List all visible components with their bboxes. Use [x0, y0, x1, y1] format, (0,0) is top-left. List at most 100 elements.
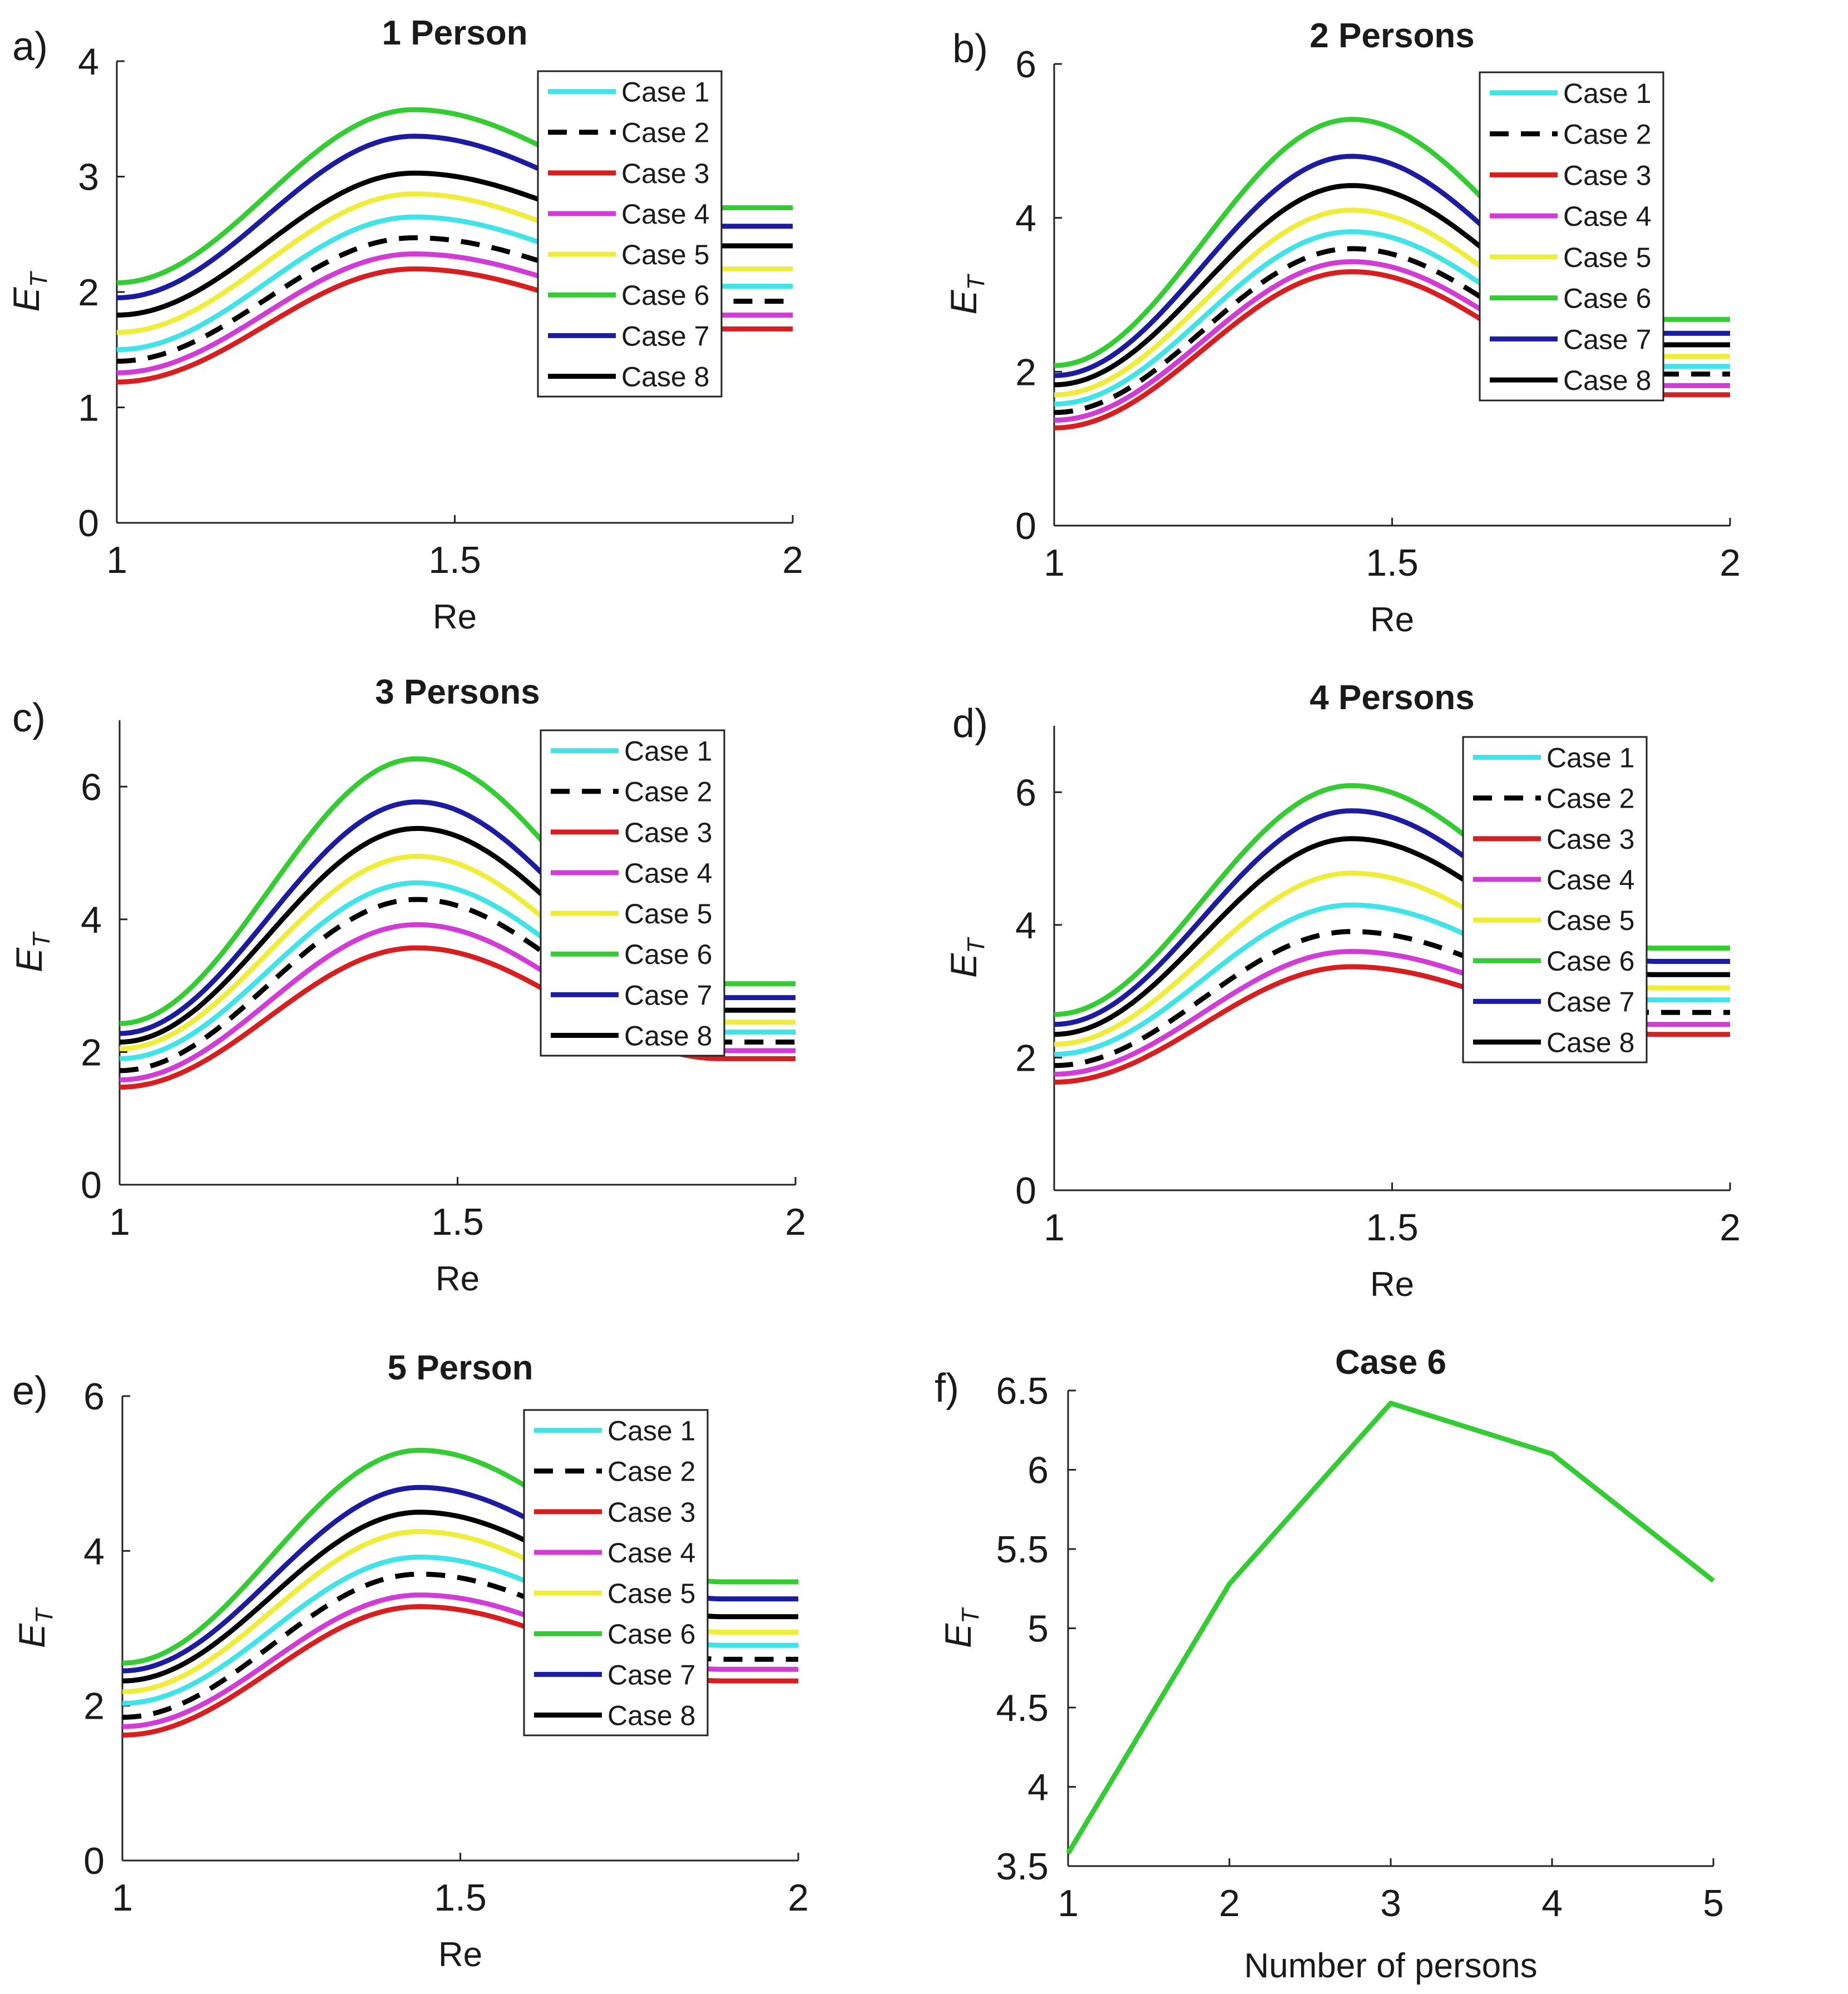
- panel-title: 2 Persons: [1310, 17, 1474, 55]
- legend-label: Case 6: [1546, 946, 1634, 977]
- y-tick-label: 2: [81, 1031, 102, 1073]
- panel-label: a): [12, 24, 48, 69]
- y-tick-label: 2: [83, 1685, 105, 1728]
- legend-label: Case 5: [624, 898, 712, 929]
- y-tick-label: 6: [83, 1375, 105, 1418]
- legend-label: Case 8: [624, 1020, 712, 1051]
- panel-title: 3 Persons: [375, 673, 540, 711]
- y-tick-label: 0: [81, 1164, 102, 1206]
- y-tick-label: 4: [81, 899, 102, 941]
- x-tick-label: 5: [1703, 1882, 1724, 1924]
- y-tick-label: 3: [78, 156, 99, 199]
- legend-label: Case 2: [621, 117, 709, 149]
- legend-box: [1462, 736, 1648, 1063]
- x-tick-label: 1: [112, 1877, 133, 1919]
- legend-label: Case 7: [621, 320, 709, 352]
- x-tick-label: 2: [782, 539, 803, 581]
- legend-label: Case 3: [621, 158, 709, 189]
- legend-label: Case 6: [624, 939, 712, 970]
- x-tick-label: 2: [788, 1877, 809, 1919]
- y-tick-label: 2: [1015, 351, 1036, 393]
- x-tick-label: 4: [1541, 1882, 1563, 1924]
- legend-label: Case 5: [607, 1578, 695, 1609]
- legend-label: Case 8: [621, 361, 709, 392]
- x-tick-label: 1: [1058, 1882, 1079, 1924]
- x-tick-label: 1: [106, 539, 127, 581]
- legend-label: Case 1: [624, 736, 712, 767]
- y-tick-label: 4: [1027, 1767, 1049, 1809]
- legend-label: Case 3: [624, 817, 712, 848]
- panel-label: b): [952, 27, 988, 71]
- panel-title: Case 6: [1335, 1343, 1446, 1382]
- y-axis-label: ET: [943, 273, 990, 314]
- x-axis-label: Re: [1370, 1265, 1414, 1304]
- legend-label: Case 4: [607, 1537, 695, 1569]
- panel-title: 5 Person: [388, 1349, 533, 1387]
- y-tick-label: 5: [1027, 1608, 1049, 1650]
- y-tick-label: 3.5: [996, 1845, 1049, 1888]
- legend: Case 1 Case 2 Case 3 Case 4 Case 5 Case 6 Case…: [1479, 71, 1664, 402]
- panel-title: 1 Person: [382, 14, 528, 52]
- legend-label: Case 8: [1563, 365, 1651, 396]
- legend-label: Case 7: [1546, 986, 1634, 1017]
- y-tick-label: 4: [78, 41, 99, 83]
- legend-label: Case 1: [1546, 743, 1634, 774]
- x-tick-label: 1: [1044, 542, 1065, 584]
- series-line-case-2: [1054, 246, 1730, 415]
- x-axis-label: Number of persons: [1244, 1947, 1537, 1985]
- legend-label: Case 4: [1546, 864, 1634, 895]
- series-line-case-6: [1066, 1401, 1715, 1855]
- series-line-case-2: [122, 1571, 798, 1720]
- x-tick-label: 1: [1044, 1206, 1065, 1249]
- legend-label: Case 1: [621, 77, 709, 108]
- y-tick-label: 0: [1015, 505, 1036, 547]
- x-tick-label: 1.5: [431, 1201, 484, 1243]
- legend-label: Case 2: [624, 776, 712, 808]
- y-tick-label: 6: [1015, 43, 1036, 86]
- x-tick-label: 1.5: [434, 1877, 487, 1919]
- panel-label: f): [935, 1366, 959, 1411]
- legend-label: Case 3: [1546, 824, 1634, 855]
- y-tick-label: 4: [1015, 197, 1036, 240]
- y-axis-label: ET: [11, 1607, 58, 1648]
- y-axis-label: ET: [8, 931, 55, 972]
- legend-box: [523, 1409, 709, 1736]
- y-axis-label: ET: [6, 270, 52, 311]
- y-tick-label: 4: [83, 1530, 105, 1572]
- x-axis-label: Re: [436, 1260, 480, 1298]
- legend-label: Case 3: [607, 1497, 695, 1528]
- legend-label: Case 8: [607, 1700, 695, 1731]
- x-tick-label: 1.5: [1366, 1206, 1419, 1249]
- y-tick-label: 2: [78, 271, 99, 314]
- y-tick-label: 2: [1015, 1037, 1036, 1079]
- legend-label: Case 7: [607, 1659, 695, 1690]
- panel-f: f) Case 6 1 2 3 4 5 3.5 4 4.5 5 5.5 6 6.5 Number of pe…: [935, 1343, 1724, 1985]
- legend: Case 1 Case 2 Case 3 Case 4 Case 5 Case 6 Case…: [1462, 736, 1648, 1063]
- panel-label: c): [12, 696, 46, 740]
- legend-label: Case 2: [1546, 783, 1634, 814]
- x-axis-label: Re: [1370, 601, 1414, 639]
- x-tick-label: 1.5: [1366, 542, 1419, 584]
- x-axis-label: Re: [438, 1936, 482, 1974]
- y-tick-label: 0: [1015, 1170, 1036, 1212]
- legend-label: Case 4: [1563, 201, 1651, 232]
- x-axis-label: Re: [433, 598, 477, 636]
- legend-box: [540, 729, 725, 1057]
- legend: Case 1 Case 2 Case 3 Case 4 Case 5 Case 6 Case…: [523, 1409, 709, 1736]
- x-tick-label: 2: [1719, 542, 1741, 584]
- legend-label: Case 6: [607, 1619, 695, 1650]
- panel-label: d): [952, 701, 988, 746]
- legend-label: Case 7: [624, 979, 712, 1011]
- legend-label: Case 2: [1563, 119, 1651, 150]
- legend-label: Case 6: [621, 280, 709, 311]
- panel-label: e): [12, 1369, 48, 1413]
- y-tick-label: 6: [81, 766, 102, 808]
- legend-label: Case 5: [1563, 242, 1651, 273]
- panel-title: 4 Persons: [1310, 679, 1474, 717]
- legend: Case 1 Case 2 Case 3 Case 4 Case 5 Case 6 Case…: [537, 70, 723, 398]
